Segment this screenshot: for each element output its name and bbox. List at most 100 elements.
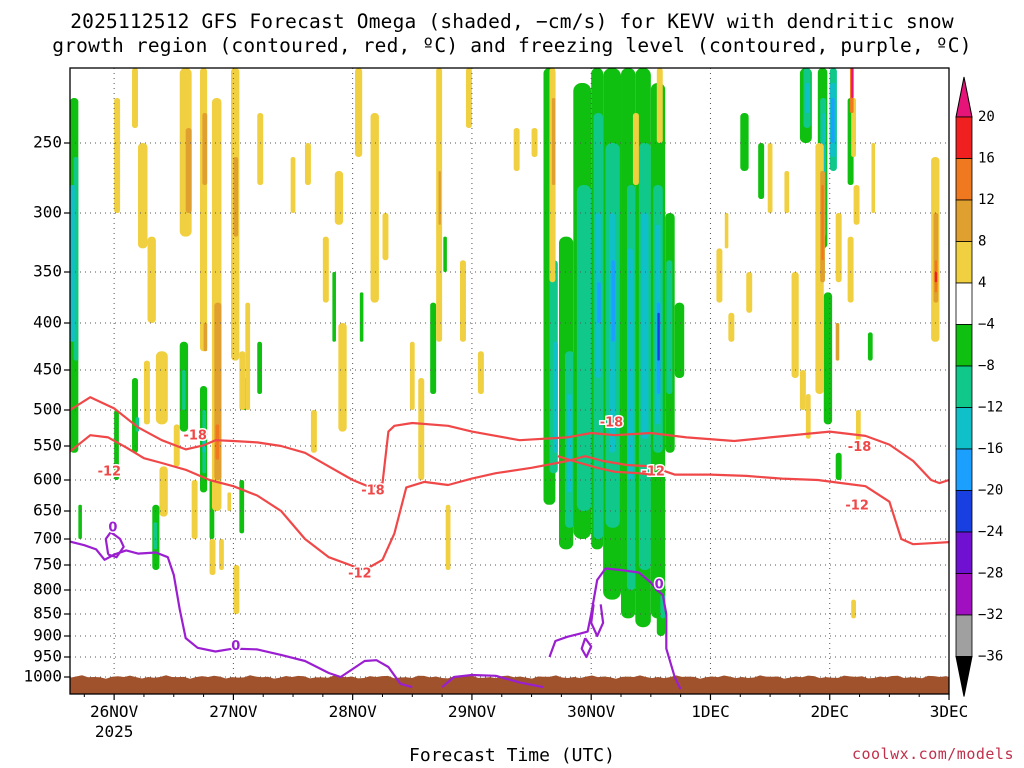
colorbar-label: 4 [978,275,986,291]
omega-cell [835,323,840,361]
freezing-level-line [590,604,605,638]
dgz-label: -18 [848,440,872,455]
omega-cell [418,378,425,480]
omega-cell [674,302,685,378]
omega-cell [215,424,220,460]
omega-cell [443,236,447,272]
colorbar-label: −36 [978,649,1003,665]
colorbar-arrow-top [955,76,973,118]
omega-cell [758,143,765,199]
omega-cell [257,341,263,394]
y-tick-label: 600 [33,470,62,489]
colorbar-swatch [955,365,973,408]
omega-cell [359,292,364,342]
colorbar-label: −20 [978,483,1003,499]
x-tick-label: 3DEC [930,702,969,721]
colorbar-label: −4 [978,317,995,333]
colorbar: 20 16 12 8 4 −4 −8 −12 −16 −20 −24 −28 −32 −36 [955,76,1003,697]
dgz-label: -18 [183,428,207,443]
x-tick-label: 2DEC [810,702,849,721]
omega-cell [304,143,311,185]
omega-cell [805,394,811,439]
omega-cell [290,157,296,213]
omega-cell [191,480,198,539]
omega-cell [159,466,168,517]
omega-cell [430,302,437,394]
x-tick-label: 30NOV [567,702,616,721]
dgz-contours: -18 -18 -18 -18 -12 -12 -12 -12 [70,396,949,583]
freezing-level-label: 0 [655,578,664,593]
colorbar-label: 8 [978,234,986,250]
colorbar-swatch [955,158,973,201]
y-tick-label: 700 [33,529,62,548]
omega-cell [203,323,208,352]
colorbar-swatch [955,324,973,367]
colorbar-swatch [955,448,973,491]
dgz-label: -12 [641,464,665,479]
omega-cell [460,260,466,342]
y-tick-label: 400 [33,313,62,332]
omega-cell [567,394,573,493]
omega-cell [233,157,239,237]
omega-cell [934,272,938,283]
dgz-line [70,396,949,489]
y-tick-label: 950 [33,647,62,666]
omega-cell [847,236,854,303]
omega-cell [370,113,379,303]
freezing-level-line [548,567,682,690]
colorbar-swatch [955,407,973,450]
y-axis: 250 300 350 400 450 500 550 600 650 700 750 800 850 9… [23,133,70,686]
omega-cell [239,351,246,410]
omega-cell [513,128,520,171]
colorbar-label: −24 [978,524,1003,540]
omega-cell [767,143,773,213]
omega-cell [239,480,245,534]
omega-cell [185,128,192,213]
omega-shading [70,68,940,636]
y-tick-label: 500 [33,400,62,419]
omega-cell [409,341,415,410]
omega-cell [438,171,441,225]
omega-cell [143,360,150,425]
omega-cell [666,260,673,394]
omega-cell [626,248,633,480]
omega-cell [147,236,156,323]
credit-link[interactable]: coolwx.com/models [851,745,1014,763]
plot-frame [69,67,950,695]
omega-cell [791,272,799,378]
omega-cell [334,171,344,225]
omega-cell [855,410,861,453]
omega-cell [445,504,451,570]
y-tick-label: 900 [33,626,62,645]
omega-cell [724,213,729,249]
colorbar-label: −8 [978,358,995,374]
omega-cell [784,171,790,213]
x-tick-label: 29NOV [448,702,497,721]
dgz-label: -18 [600,415,624,430]
omega-cell [114,98,121,213]
x-tick-label: 27NOV [209,702,258,721]
colorbar-label: −28 [978,566,1003,582]
dgz-label: -12 [845,499,869,514]
colorbar-swatch [955,282,973,325]
colorbar-swatch [955,531,973,574]
dgz-label: -12 [348,567,372,582]
colorbar-label: −12 [978,400,1003,416]
y-tick-label: 850 [33,604,62,623]
omega-cell [70,185,75,342]
omega-cell [245,302,251,410]
omega-cell [322,236,329,303]
omega-cell [182,370,186,410]
omega-cell [835,452,842,480]
colorbar-swatch [955,573,973,616]
omega-cell [137,143,148,249]
omega-cell [200,68,208,352]
freezing-level-contours: 0 0 0 [70,519,682,690]
omega-cell [227,492,232,511]
omega-cell [531,128,538,157]
omega-cell [641,213,649,439]
y-tick-label: 300 [33,203,62,222]
omega-cell [132,378,138,453]
y-tick-label: 350 [33,262,62,281]
